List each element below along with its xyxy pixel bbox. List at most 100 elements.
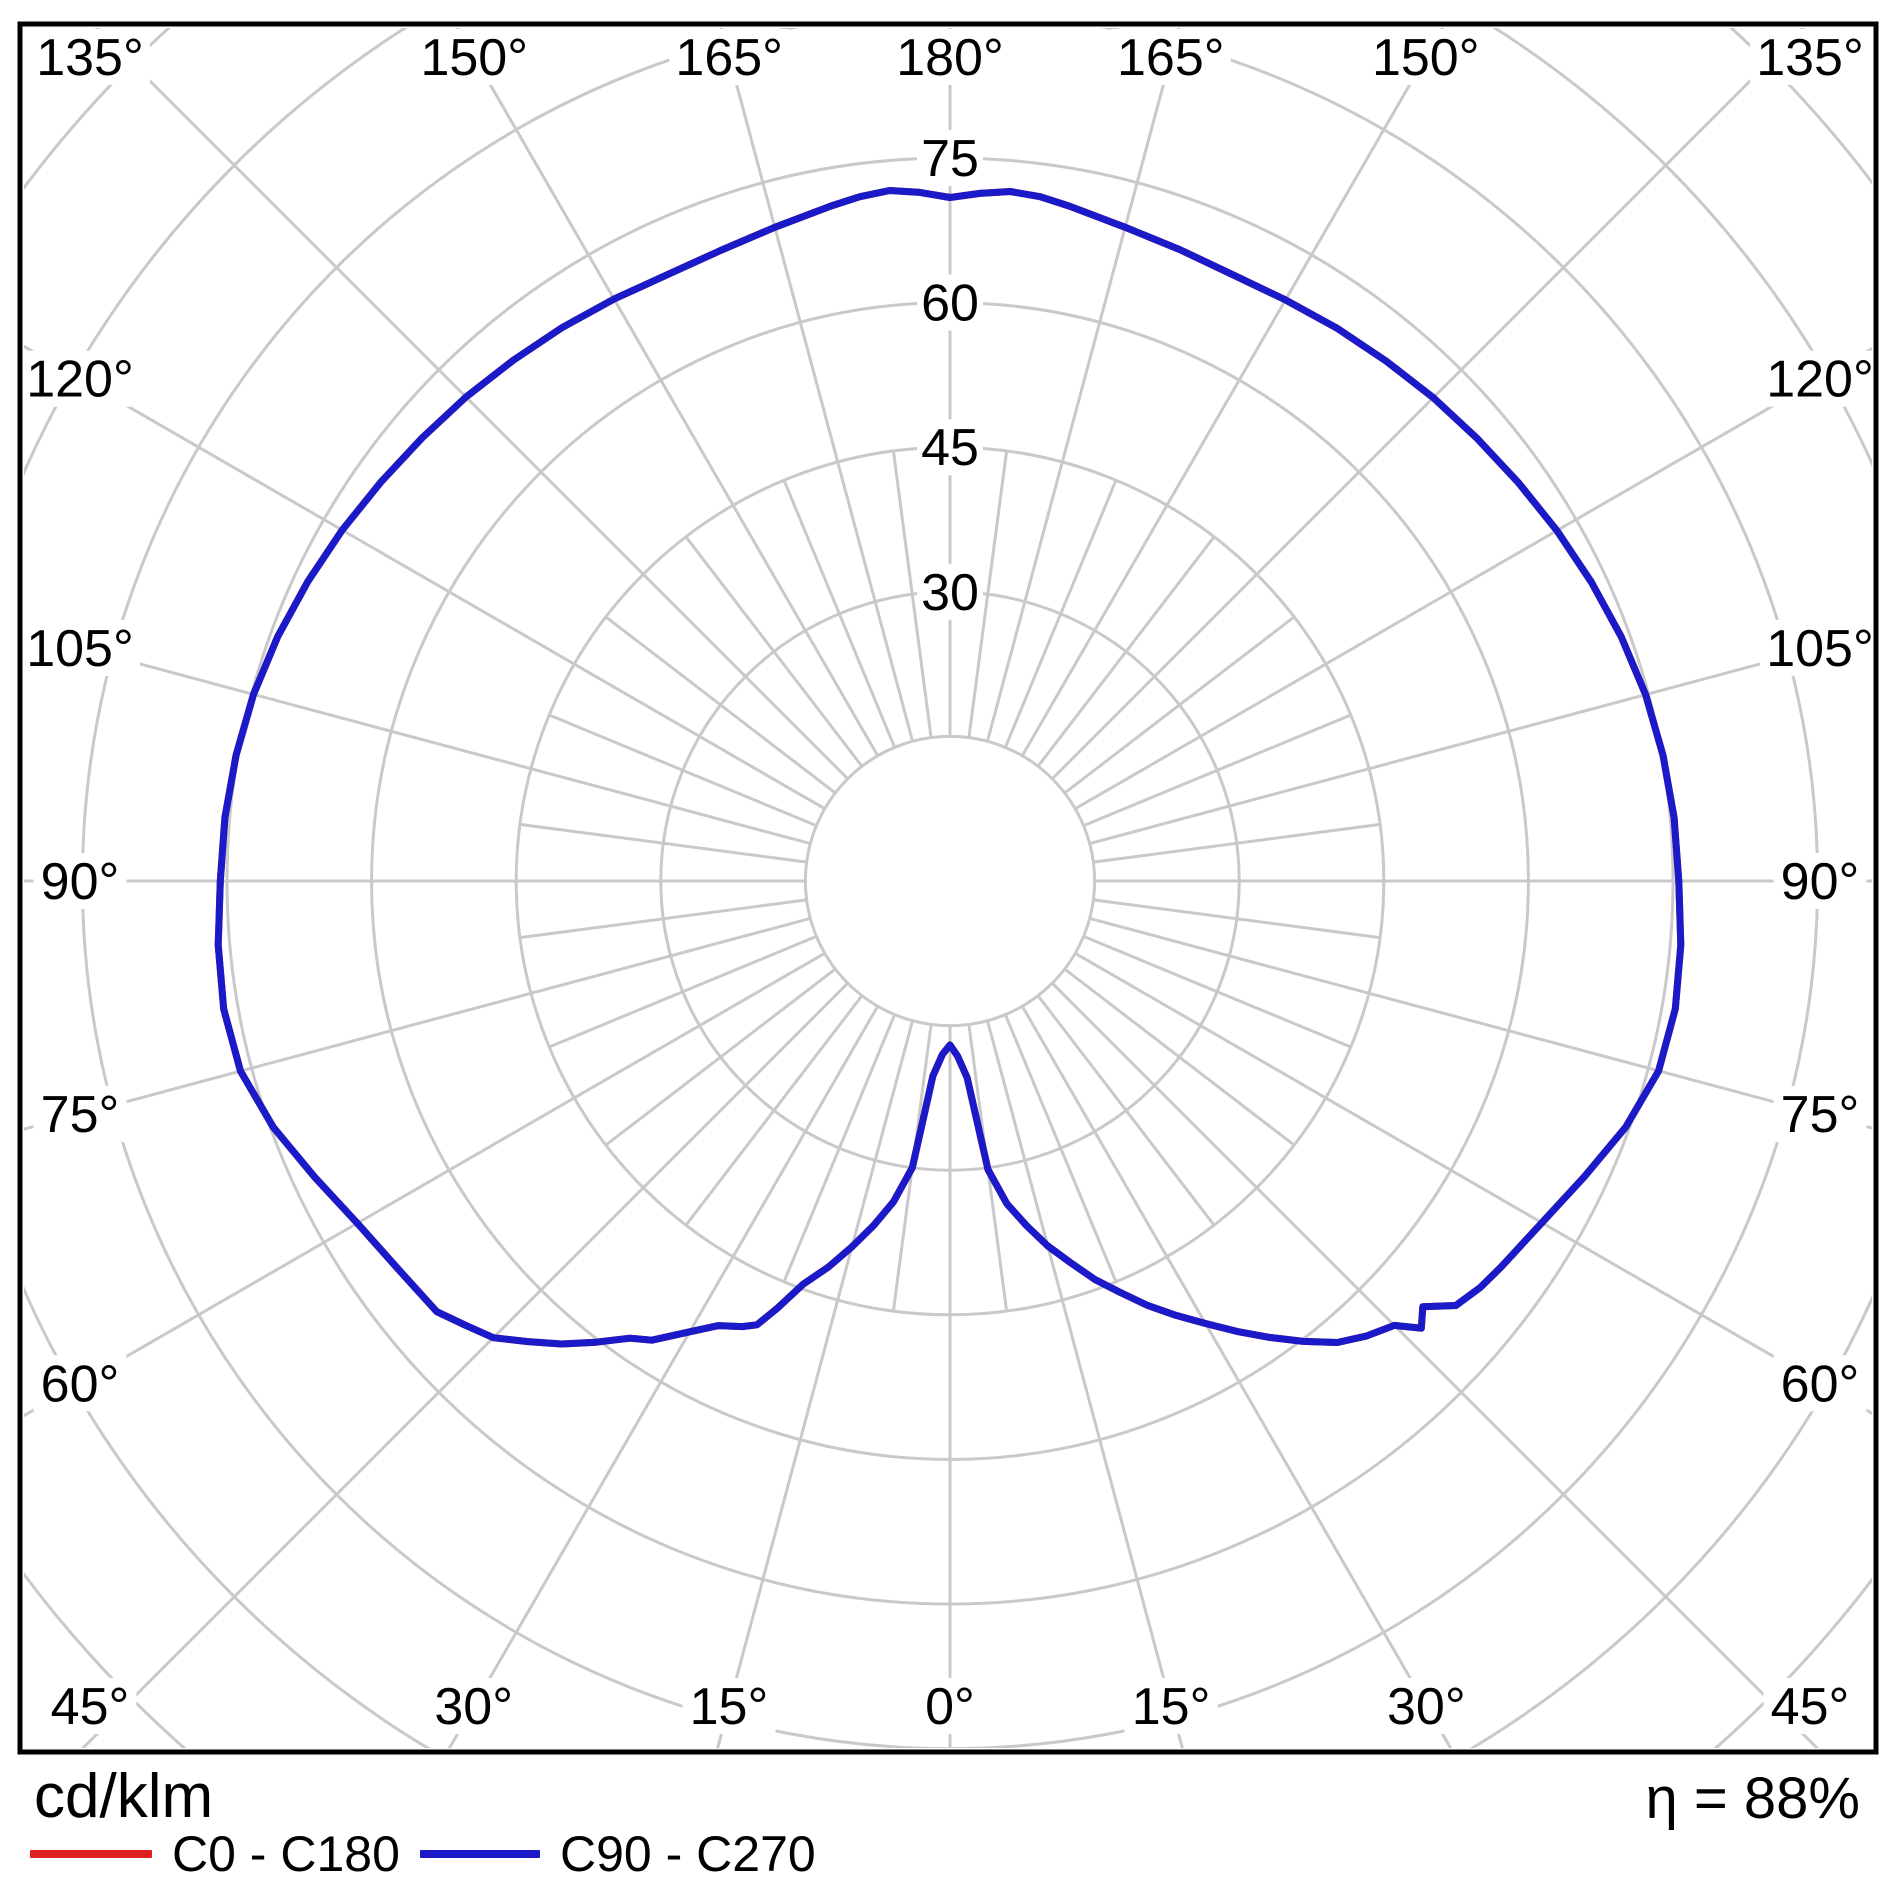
angle-label-135-left-bg xyxy=(30,29,150,85)
polar-spoke-fine xyxy=(604,967,837,1147)
radial-tick-label-45: 45 xyxy=(921,419,979,477)
angle-label-90-right-bg xyxy=(1773,853,1867,909)
grid-labels: 30 45 60 75 0° 15° 15° 30° 30° 45° 45° 60° 60° 75° 75°… xyxy=(20,29,1880,1736)
polar-spoke xyxy=(24,952,826,1418)
polar-spoke xyxy=(455,28,879,757)
polar-spoke-fine xyxy=(1003,1014,1118,1283)
radial-tick-label-45-bg xyxy=(917,419,983,476)
angle-label-165-left: 165° xyxy=(675,29,783,87)
polar-spoke xyxy=(1074,346,1872,810)
angle-label-120-right-bg xyxy=(1760,350,1880,407)
radial-tick-label-60: 60 xyxy=(921,275,979,333)
polar-spoke-fine xyxy=(1063,615,1296,795)
angle-label-90-left: 90° xyxy=(41,853,120,911)
polar-spoke xyxy=(1051,28,1806,780)
curves xyxy=(214,187,1685,1348)
angle-label-105-left-bg xyxy=(20,619,140,676)
angle-label-165-right: 165° xyxy=(1117,29,1225,87)
polar-spoke xyxy=(1021,28,1445,757)
angle-label-30-left: 30° xyxy=(434,1678,513,1736)
angle-label-165-right-bg xyxy=(1110,29,1231,85)
legend-line-c90-c270 xyxy=(420,1850,540,1858)
radial-tick-label-75: 75 xyxy=(921,130,979,188)
angle-label-60-left: 60° xyxy=(41,1355,120,1413)
polar-spoke-fine xyxy=(1083,713,1352,828)
polar-spoke-fine xyxy=(1093,898,1381,940)
angle-label-0-right: 0° xyxy=(925,1678,975,1736)
polar-spoke xyxy=(985,1020,1184,1748)
angle-label-150-left: 150° xyxy=(420,29,528,87)
polar-spoke xyxy=(1074,952,1872,1416)
angle-label-135-right-bg xyxy=(1750,29,1870,85)
polar-spoke-fine xyxy=(782,1014,897,1283)
polar-spoke xyxy=(1051,982,1820,1748)
angle-label-180-right-bg xyxy=(890,29,1010,85)
angle-label-105-right: 105° xyxy=(1766,620,1874,678)
polar-spoke-fine xyxy=(1093,822,1381,864)
angle-label-90-left-bg xyxy=(33,853,127,909)
angle-label-165-left-bg xyxy=(669,29,790,85)
angle-label-60-right-bg xyxy=(1773,1355,1867,1412)
polar-spoke xyxy=(719,28,915,742)
polar-spoke-fine xyxy=(604,615,837,795)
angle-label-30-right-bg xyxy=(1379,1678,1473,1734)
angle-label-75-left: 75° xyxy=(41,1086,120,1144)
polar-spoke-fine xyxy=(1036,535,1216,768)
angle-label-150-right-bg xyxy=(1365,29,1486,85)
radial-unit-label: cd/klm xyxy=(34,1762,214,1831)
polar-spoke xyxy=(985,28,1181,742)
angle-label-75-right: 75° xyxy=(1781,1086,1860,1144)
polar-spoke xyxy=(716,1020,915,1748)
legend-label-c90-c270: C90 - C270 xyxy=(560,1826,816,1882)
angle-label-150-left-bg xyxy=(414,29,535,85)
polar-spoke-fine xyxy=(519,898,807,940)
angle-label-120-left-bg xyxy=(20,350,140,407)
angle-label-60-left-bg xyxy=(33,1355,127,1412)
angle-label-60-right: 60° xyxy=(1781,1355,1860,1413)
polar-spoke-fine xyxy=(1083,934,1352,1049)
polar-spoke-fine xyxy=(967,450,1009,738)
angle-label-75-left-bg xyxy=(33,1086,127,1143)
legend: C0 - C180 C90 - C270 xyxy=(0,1824,1900,1884)
legend-label-c0-c180: C0 - C180 xyxy=(172,1826,400,1882)
polar-spoke-fine xyxy=(548,934,817,1049)
angle-label-180-right: 180° xyxy=(896,29,1004,87)
angle-label-90-right: 90° xyxy=(1781,853,1860,911)
angle-label-120-right: 120° xyxy=(1766,351,1874,409)
angle-label-150-right: 150° xyxy=(1372,29,1480,87)
light-output-ratio-label: η = 88% xyxy=(1645,1766,1860,1831)
plot-border xyxy=(17,21,1879,1755)
angle-label-15-left: 15° xyxy=(690,1678,769,1736)
angle-label-75-right-bg xyxy=(1773,1086,1867,1143)
angle-label-15-right: 15° xyxy=(1132,1678,1211,1736)
angle-label-15-right-bg xyxy=(1124,1678,1218,1734)
radial-tick-label-30: 30 xyxy=(921,564,979,622)
angle-label-105-right-bg xyxy=(1760,619,1880,676)
angle-label-135-right: 135° xyxy=(1756,29,1864,87)
angle-label-30-left-bg xyxy=(427,1678,521,1734)
polar-spoke-fine xyxy=(1036,994,1216,1227)
polar-spoke-fine xyxy=(1003,479,1118,748)
polar-spoke-fine xyxy=(519,822,807,864)
polar-spoke xyxy=(24,631,811,846)
angle-label-45-right: 45° xyxy=(1771,1678,1850,1736)
polar-spoke-fine xyxy=(782,479,897,748)
polar-spoke xyxy=(24,344,826,810)
angle-label-105-left: 105° xyxy=(26,620,134,678)
angle-label-135-left: 135° xyxy=(36,29,144,87)
polar-spoke xyxy=(447,1005,879,1748)
polar-spoke xyxy=(94,28,849,780)
radial-tick-label-75-bg xyxy=(917,130,983,186)
angle-label-120-left: 120° xyxy=(26,351,134,409)
polar-spoke xyxy=(1021,1005,1453,1748)
polar-spoke-fine xyxy=(1063,967,1296,1147)
radial-tick-label-30-bg xyxy=(917,563,983,620)
radial-tick-label-60-bg xyxy=(917,274,983,331)
polar-spoke xyxy=(1089,632,1872,846)
angle-label-15-left-bg xyxy=(682,1678,776,1734)
polar-spoke-fine xyxy=(684,535,864,768)
angle-label-30-right: 30° xyxy=(1387,1678,1466,1736)
polar-spoke-fine xyxy=(891,450,933,738)
